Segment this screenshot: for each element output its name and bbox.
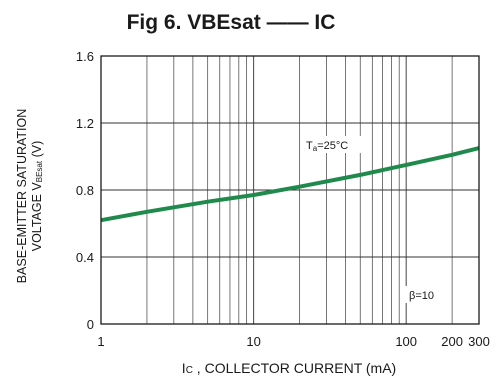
x-tick-label: 100 bbox=[395, 334, 417, 349]
y-axis-label: BASE-EMITTER SATURATION VOLTAGE VBEsat (… bbox=[15, 109, 44, 284]
x-tick-label: 1 bbox=[97, 334, 104, 349]
temperature-symbol: T bbox=[306, 140, 313, 152]
temperature-value: =25°C bbox=[317, 140, 348, 152]
temperature-annotation: Ta=25°C bbox=[303, 136, 361, 153]
x-axis-label: IC , COLLECTOR CURRENT (mA) bbox=[182, 360, 396, 376]
x-axis-label-symbol: I bbox=[182, 360, 186, 376]
y-axis-label-unit: (V) bbox=[30, 141, 44, 161]
y-tick-label: 0 bbox=[87, 317, 94, 332]
plot-frame bbox=[100, 55, 480, 325]
temperature-subscript: a bbox=[313, 144, 318, 153]
plot-area: 1 10 100 200 300 0 0.4 0.8 1.2 1.6 bbox=[76, 49, 490, 349]
grid bbox=[101, 56, 479, 324]
x-tick-label: 300 bbox=[468, 334, 490, 349]
y-axis-label-line2: VOLTAGE VBEsat (V) bbox=[30, 141, 44, 252]
series-line bbox=[100, 146, 480, 223]
series bbox=[100, 146, 480, 223]
y-axis-label-line1: BASE-EMITTER SATURATION bbox=[15, 109, 29, 284]
chart-title: Fig 6. VBEsat —— IC bbox=[127, 11, 336, 34]
svg-text:Ta=25°C: Ta=25°C bbox=[306, 140, 348, 153]
y-tick-label: 0.4 bbox=[76, 250, 94, 265]
x-tick-label: 200 bbox=[441, 334, 463, 349]
x-axis-label-subscript: C bbox=[186, 365, 193, 376]
y-axis-label-symbol: VOLTAGE V bbox=[30, 182, 44, 252]
tick-labels: 1 10 100 200 300 0 0.4 0.8 1.2 1.6 bbox=[76, 49, 490, 349]
beta-label: β=10 bbox=[409, 290, 434, 302]
y-tick-label: 1.2 bbox=[76, 116, 94, 131]
x-axis-label-text: , COLLECTOR CURRENT (mA) bbox=[193, 360, 396, 376]
temperature-annotation-bg bbox=[303, 136, 361, 153]
y-tick-label: 1.6 bbox=[76, 49, 94, 64]
beta-annotation-bg bbox=[405, 286, 443, 303]
x-tick-label: 10 bbox=[246, 334, 260, 349]
beta-annotation: β=10 bbox=[405, 286, 443, 303]
y-axis-label-subscript: BEsat bbox=[35, 160, 44, 182]
y-tick-label: 0.8 bbox=[76, 183, 94, 198]
